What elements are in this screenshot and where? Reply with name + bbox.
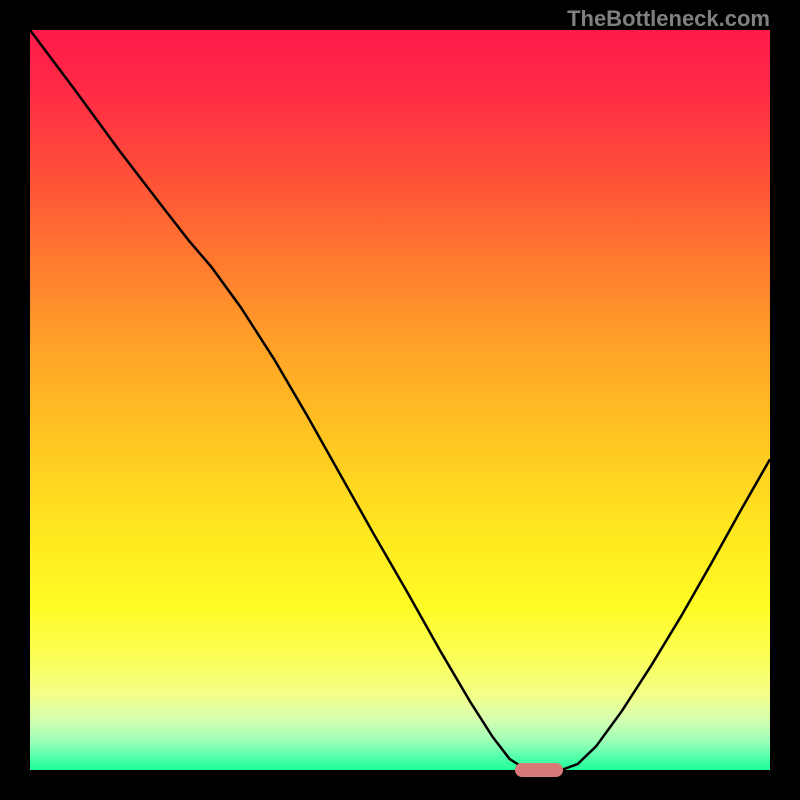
chart-gradient-background bbox=[30, 30, 770, 770]
optimal-marker bbox=[515, 763, 563, 777]
watermark-text: TheBottleneck.com bbox=[567, 6, 770, 32]
bottleneck-chart bbox=[30, 30, 770, 770]
